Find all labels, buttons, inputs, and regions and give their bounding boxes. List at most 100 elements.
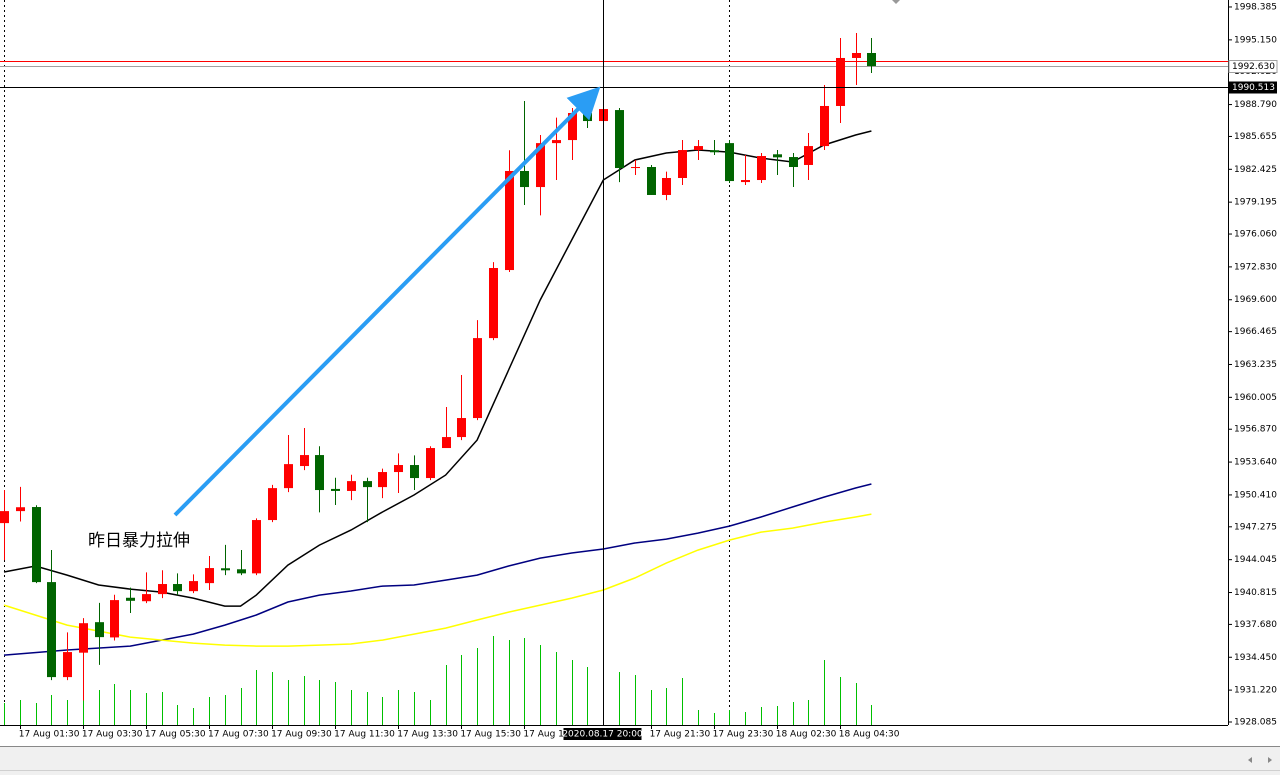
y-tick-label: 1937.680 [1234, 620, 1277, 630]
candle-body [79, 623, 88, 653]
crosshair-x-box [563, 728, 642, 740]
y-tick-label: 1960.005 [1234, 393, 1277, 403]
candle-body [536, 143, 545, 188]
candle-body [552, 140, 561, 144]
crosshair-x-label: 2020.08.17 20:00 [562, 730, 643, 740]
y-tick-label: 1934.450 [1234, 653, 1277, 663]
candle-body [426, 448, 435, 479]
x-tick-label: 18 Aug 04:30 [839, 730, 900, 740]
candle-body [63, 652, 72, 678]
x-tick-label: 17 Aug 09:30 [271, 730, 332, 740]
y-tick-label: 1969.600 [1234, 295, 1277, 305]
candle-body [221, 568, 230, 571]
candle-body [725, 143, 734, 182]
x-tick-label: 17 Aug 13:30 [397, 730, 458, 740]
y-tick-label: 1940.815 [1234, 588, 1277, 598]
candle-body [678, 150, 687, 178]
candle-body [300, 455, 309, 467]
candle-body [836, 57, 845, 106]
ma-line [3, 483, 872, 656]
x-tick-label: 17 Aug 01:30 [19, 730, 80, 740]
y-tick-label: 1944.045 [1234, 555, 1277, 565]
candle-body [505, 170, 514, 271]
candle-body [363, 481, 372, 488]
candle-body [757, 156, 766, 181]
candle-body [473, 338, 482, 419]
candle-body [284, 464, 293, 489]
candle-body [394, 465, 403, 473]
x-tick-label: 17 Aug 15:30 [460, 730, 521, 740]
y-tick-label: 1956.870 [1234, 425, 1277, 435]
candle-body [142, 594, 151, 602]
y-tick-label: 1988.790 [1234, 100, 1277, 110]
candle-body [789, 157, 798, 168]
y-tick-label: 1947.275 [1234, 522, 1277, 532]
y-tick-label: 1985.655 [1234, 132, 1277, 142]
candle-body [662, 177, 671, 195]
candle-body [378, 472, 387, 488]
ma-line [3, 513, 872, 647]
crosshair-y-label: 1990.513 [1232, 83, 1275, 93]
candle-body [867, 52, 876, 67]
candle-body [583, 113, 592, 122]
y-tick-label: 1979.195 [1234, 198, 1277, 208]
candle-body [126, 597, 135, 601]
y-tick-label: 1972.830 [1234, 262, 1277, 272]
candle-body [631, 167, 640, 169]
candle-body [347, 481, 356, 491]
candle-body [710, 150, 719, 153]
candle-body [804, 146, 813, 165]
candle-body [205, 568, 214, 584]
y-tick-label: 1995.150 [1234, 35, 1277, 45]
candle-body [852, 52, 861, 58]
x-tick-label: 17 Aug 07:30 [208, 730, 269, 740]
x-tick-label: 17 Aug 21:30 [650, 730, 711, 740]
shift-marker [892, 0, 900, 4]
candle-body [95, 622, 104, 638]
annotation-text: 昨日暴力拉伸 [88, 531, 190, 551]
y-tick-label: 1966.465 [1234, 327, 1277, 337]
plot-area [0, 0, 1228, 725]
candle-body [741, 180, 750, 183]
annotation-arrow [173, 86, 601, 517]
candle-body [331, 488, 340, 491]
y-tick-label: 1976.060 [1234, 230, 1277, 240]
y-tick-label: 1928.085 [1234, 717, 1277, 727]
y-tick-label: 1963.235 [1234, 360, 1277, 370]
candle-body [189, 581, 198, 592]
y-tick-label: 1950.410 [1234, 490, 1277, 500]
ma-line [3, 130, 872, 607]
candle-body [110, 600, 119, 638]
x-tick-label: 17 Aug 03:30 [82, 730, 143, 740]
candle-body [442, 437, 451, 449]
y-tick-label: 1982.425 [1234, 165, 1277, 175]
candle-body [489, 268, 498, 339]
candle-body [315, 455, 324, 491]
candle-body [520, 170, 529, 188]
candle-body [773, 154, 782, 158]
candle-body [647, 167, 656, 195]
candle-body [158, 584, 167, 595]
x-tick-label: 17 Aug 05:30 [145, 730, 206, 740]
candle-body [173, 584, 182, 592]
candle-body [410, 465, 419, 479]
candle-body [820, 105, 829, 147]
candle-body [32, 507, 41, 583]
x-tick-label: 17 Aug 11:30 [334, 730, 395, 740]
x-tick-label: 17 Aug 23:30 [713, 730, 774, 740]
candle-body [568, 113, 577, 141]
price-label: 1992.630 [1232, 62, 1275, 72]
y-tick-label: 1998.385 [1234, 2, 1277, 12]
candle-body [615, 110, 624, 169]
scroll-left[interactable] [1248, 757, 1252, 763]
y-tick-label: 1931.220 [1234, 686, 1277, 696]
crosshair-y-box [1229, 81, 1277, 94]
candle-body [16, 507, 25, 512]
candle-body [47, 582, 56, 678]
x-tick-label: 18 Aug 02:30 [776, 730, 837, 740]
scroll-right[interactable] [1268, 757, 1272, 763]
candle-body [237, 569, 246, 574]
y-tick-label: 1953.640 [1234, 458, 1277, 468]
